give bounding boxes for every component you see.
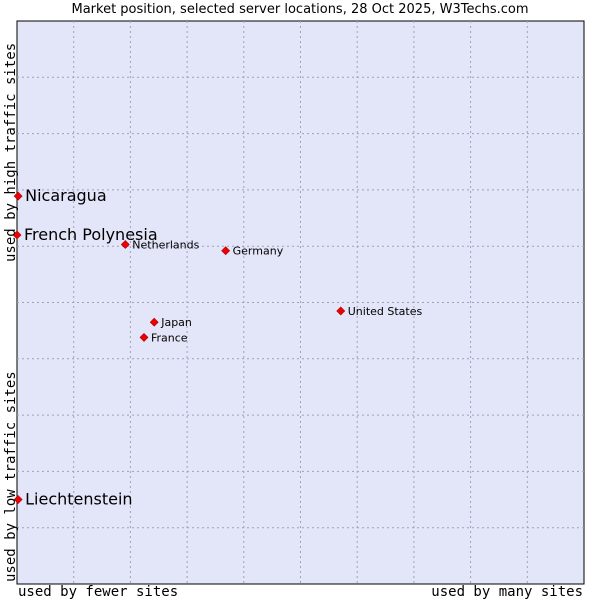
- label-nicaragua: Nicaragua: [25, 186, 107, 205]
- marker-japan: [149, 317, 159, 327]
- point-netherlands: Netherlands: [120, 239, 200, 252]
- marker-germany: [221, 246, 231, 256]
- y-axis-label-low: used by low traffic sites: [3, 371, 19, 582]
- label-germany: Germany: [233, 245, 284, 258]
- label-netherlands: Netherlands: [132, 239, 199, 252]
- point-japan: Japan: [149, 316, 192, 329]
- label-japan: Japan: [160, 316, 192, 329]
- grid-lines: [17, 21, 584, 584]
- x-axis-label-high: used by many sites: [431, 584, 583, 600]
- point-liechtenstein: Liechtenstein: [13, 490, 133, 509]
- point-united-states: United States: [336, 305, 423, 318]
- point-french-polynesia: French Polynesia: [12, 225, 158, 244]
- marker-nicaragua: [13, 191, 23, 201]
- point-nicaragua: Nicaragua: [13, 186, 107, 205]
- label-liechtenstein: Liechtenstein: [25, 490, 132, 509]
- marker-united-states: [336, 306, 346, 316]
- label-french-polynesia: French Polynesia: [24, 225, 158, 244]
- marker-france: [139, 332, 149, 342]
- marker-liechtenstein: [13, 495, 23, 504]
- label-france: France: [151, 331, 188, 344]
- marker-french-polynesia: [12, 230, 22, 240]
- x-axis-label-low: used by fewer sites: [18, 584, 179, 600]
- point-germany: Germany: [221, 245, 284, 258]
- point-france: France: [139, 331, 188, 344]
- marker-netherlands: [120, 240, 130, 249]
- label-united-states: United States: [348, 305, 423, 318]
- chart-title: Market position, selected server locatio…: [71, 2, 529, 17]
- y-axis-label-high: used by high traffic sites: [3, 42, 19, 262]
